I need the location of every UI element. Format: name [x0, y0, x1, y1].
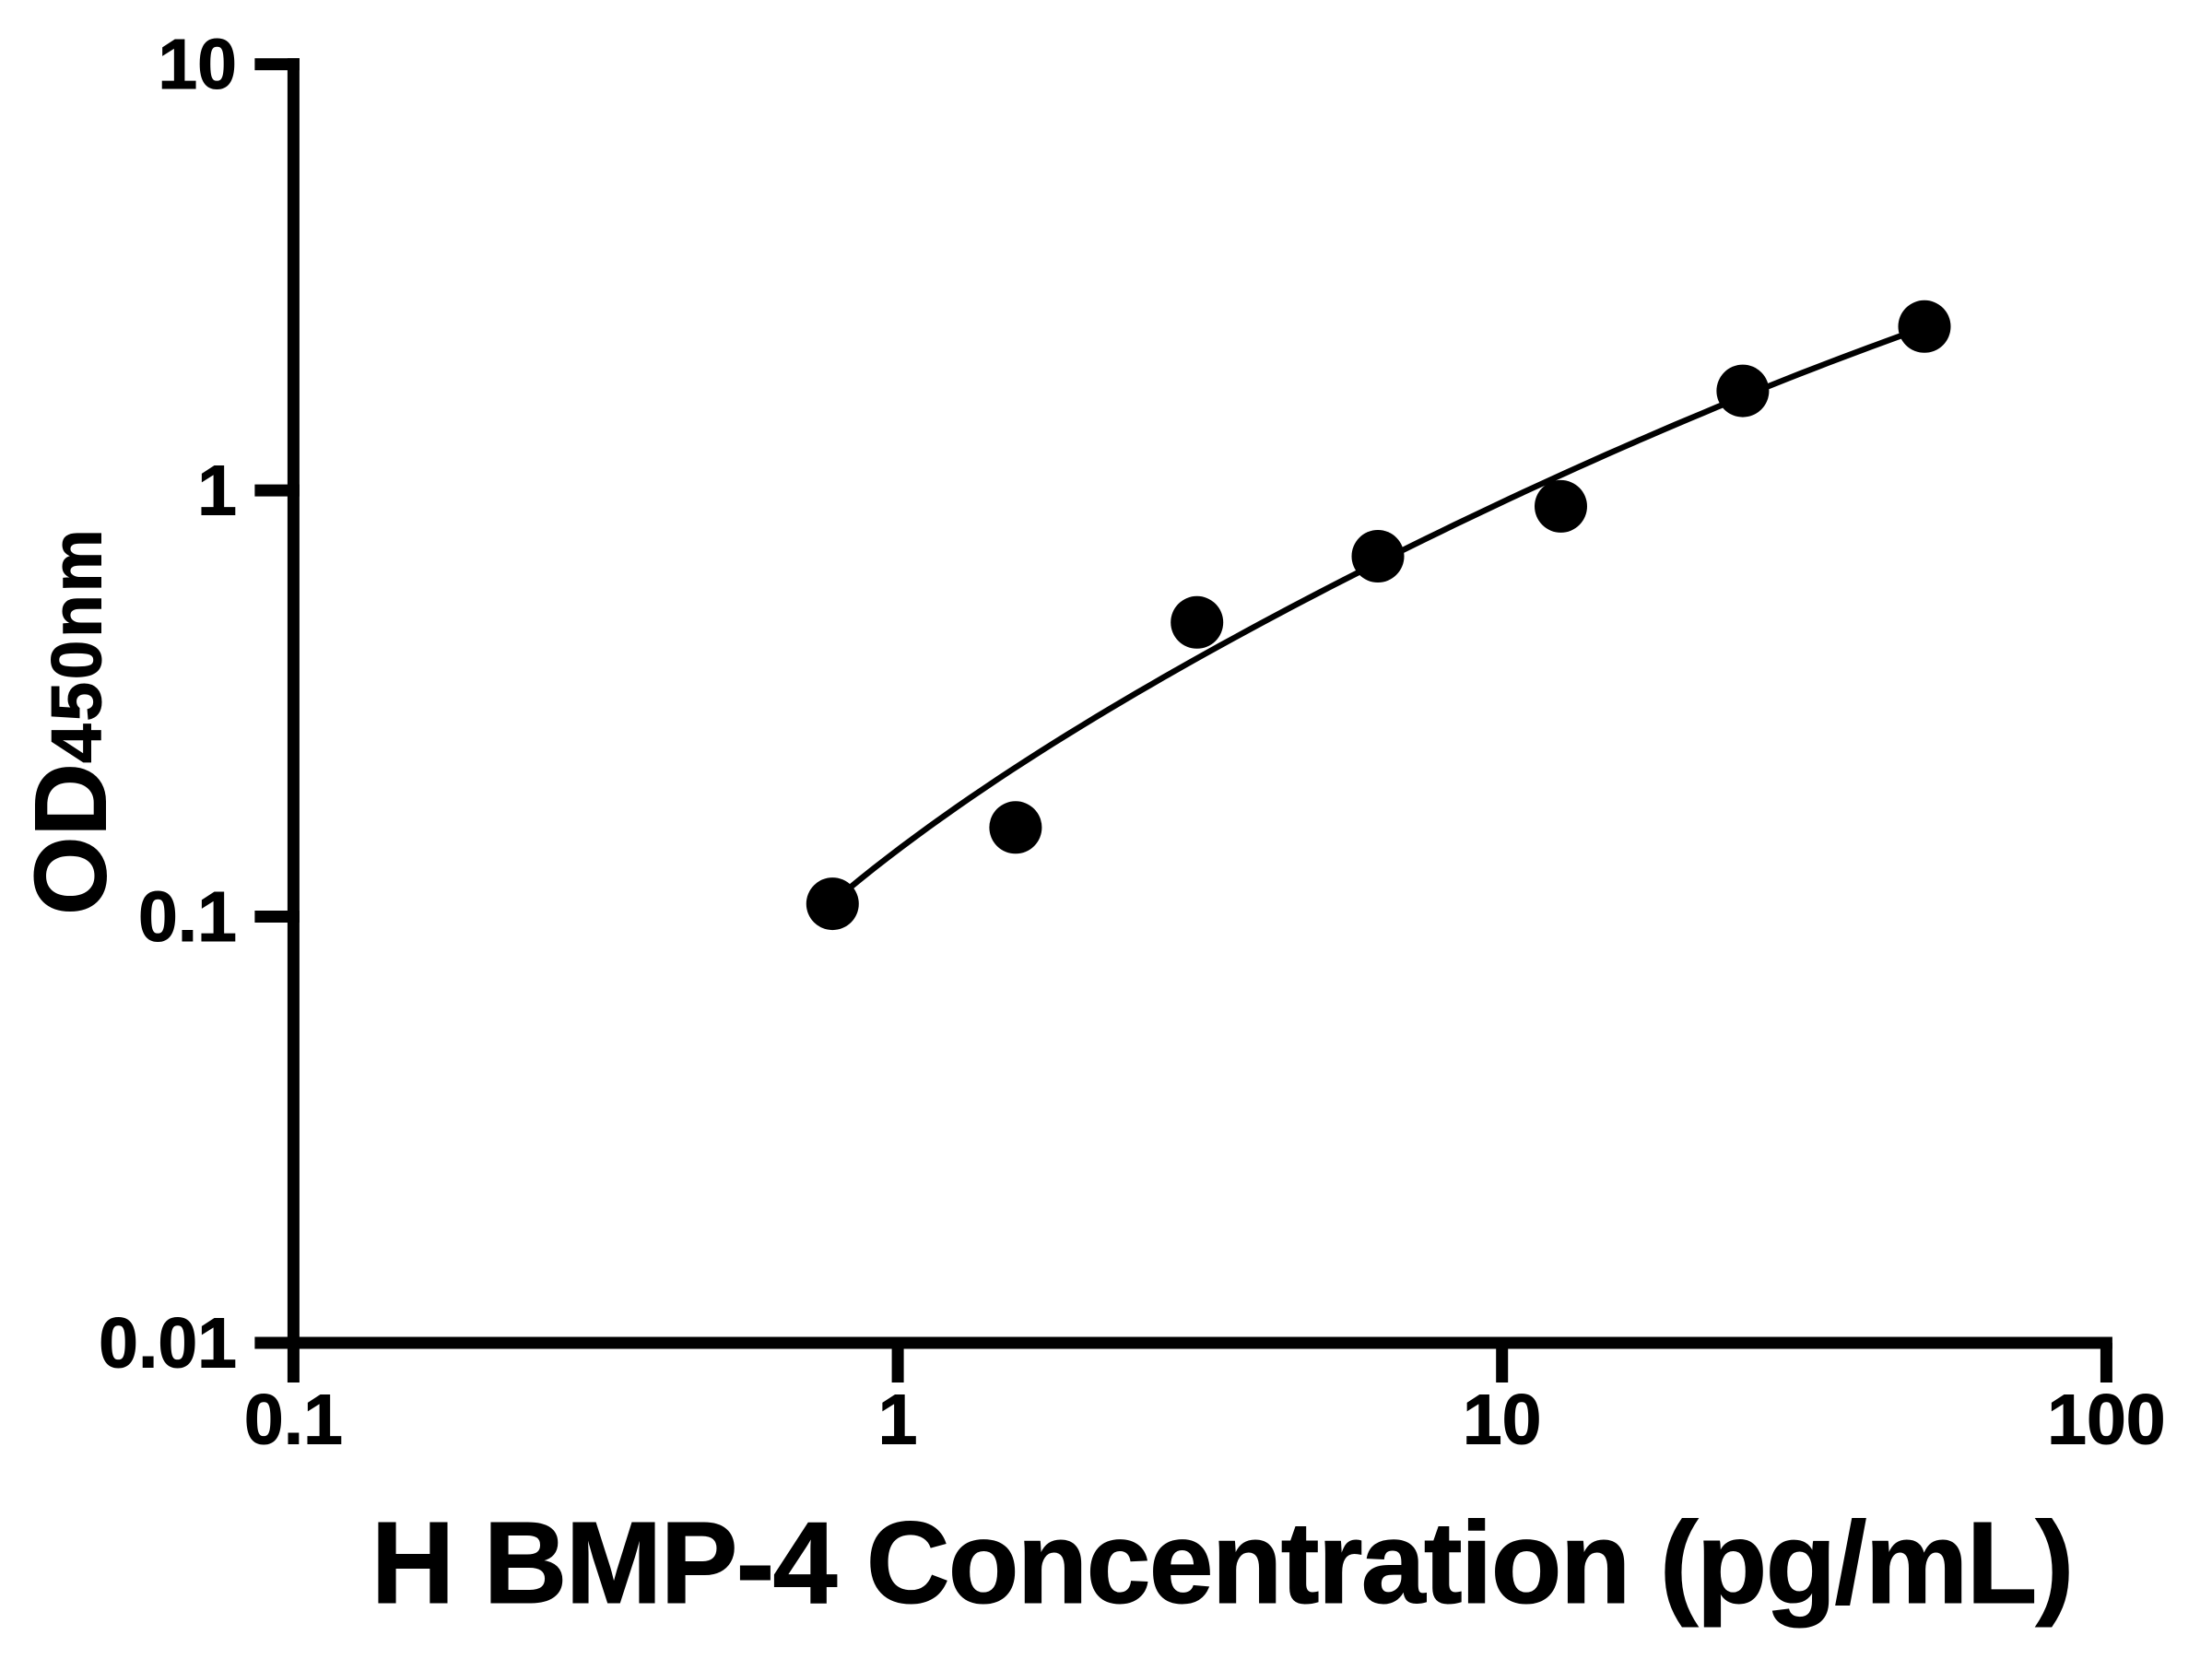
svg-text:1: 1 — [197, 452, 237, 531]
svg-text:0.1: 0.1 — [138, 877, 237, 957]
svg-text:10: 10 — [1463, 1381, 1542, 1460]
svg-text:H BMP-4 Concentration (pg/mL): H BMP-4 Concentration (pg/mL) — [371, 1498, 2073, 1628]
svg-text:1: 1 — [878, 1381, 918, 1460]
svg-text:0.01: 0.01 — [99, 1304, 237, 1383]
svg-text:0.1: 0.1 — [244, 1381, 343, 1460]
svg-text:10: 10 — [158, 25, 237, 104]
svg-text:100: 100 — [2047, 1381, 2165, 1460]
